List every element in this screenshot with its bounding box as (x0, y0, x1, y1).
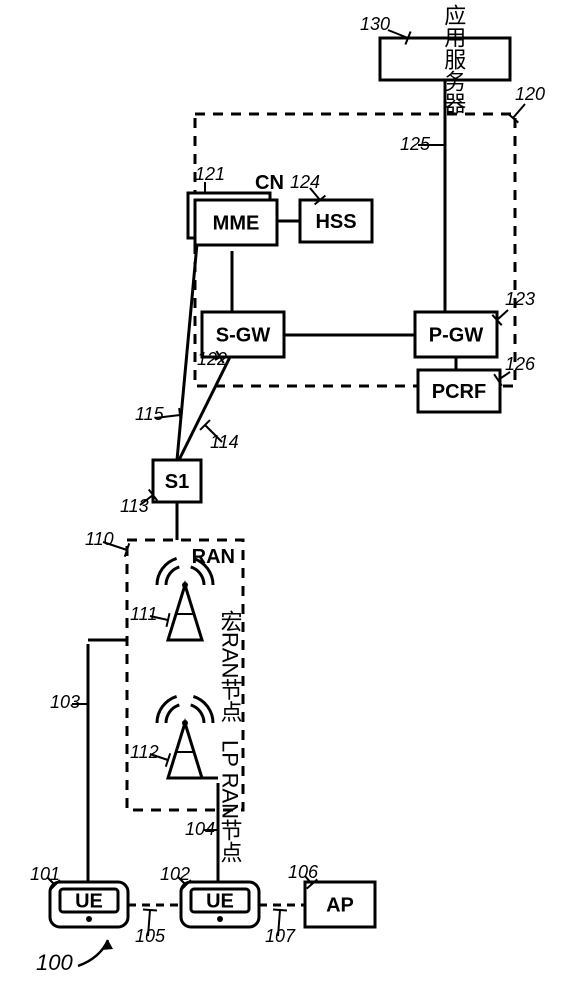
svg-text:106: 106 (288, 862, 319, 882)
svg-text:123: 123 (505, 289, 535, 309)
svg-text:120: 120 (515, 84, 545, 104)
svg-text:S1: S1 (165, 471, 189, 493)
svg-text:101: 101 (30, 864, 60, 884)
svg-text:103: 103 (50, 692, 80, 712)
svg-text:P-GW: P-GW (429, 325, 484, 347)
svg-text:CN: CN (255, 172, 284, 194)
svg-text:MME: MME (213, 213, 260, 235)
svg-text:126: 126 (505, 354, 536, 374)
svg-text:107: 107 (265, 926, 296, 946)
svg-text:112: 112 (130, 742, 159, 762)
svg-text:UE: UE (75, 891, 103, 913)
svg-text:100: 100 (36, 950, 73, 975)
svg-text:UE: UE (206, 891, 234, 913)
svg-text:RAN: RAN (192, 546, 235, 568)
svg-text:宏RAN节点: 宏RAN节点 (218, 610, 243, 723)
svg-text:应用服务器: 应用服务器 (441, 4, 466, 114)
svg-text:111: 111 (130, 604, 157, 624)
svg-text:122: 122 (197, 349, 227, 369)
svg-text:HSS: HSS (315, 211, 356, 233)
svg-text:102: 102 (160, 864, 190, 884)
svg-text:113: 113 (120, 496, 149, 516)
svg-text:124: 124 (290, 172, 320, 192)
svg-text:121: 121 (195, 164, 225, 184)
svg-text:PCRF: PCRF (432, 381, 486, 403)
svg-text:115: 115 (135, 404, 165, 424)
svg-text:LP RAN节点: LP RAN节点 (218, 740, 243, 863)
svg-text:130: 130 (360, 14, 390, 34)
svg-text:110: 110 (85, 529, 114, 549)
svg-text:S-GW: S-GW (216, 325, 271, 347)
svg-text:105: 105 (135, 926, 166, 946)
svg-text:AP: AP (326, 895, 354, 917)
